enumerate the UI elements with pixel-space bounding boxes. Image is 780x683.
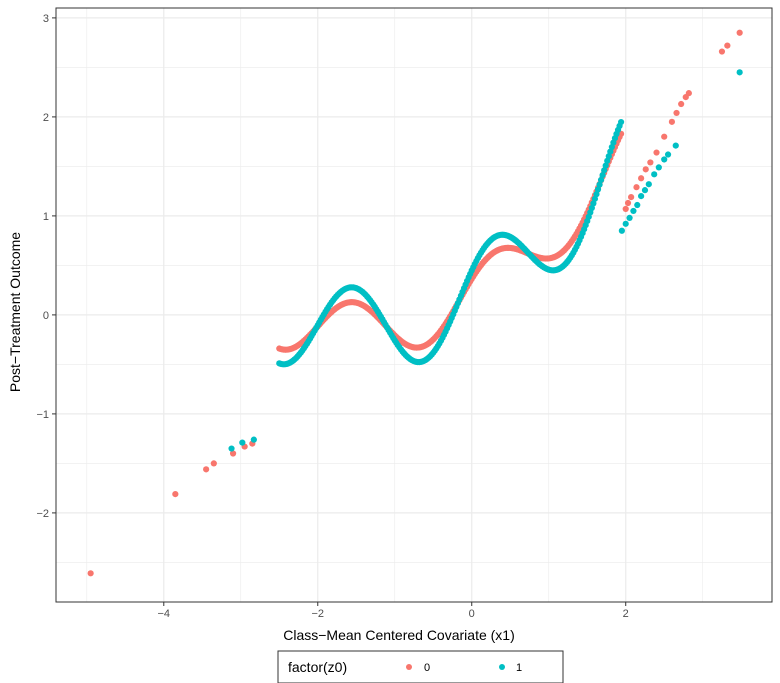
point-series-0 xyxy=(210,460,217,467)
point-series-1 xyxy=(593,191,600,198)
point-series-1 xyxy=(661,156,668,163)
x-axis-ticks: −4 −2 0 2 xyxy=(158,602,629,620)
point-series-0 xyxy=(668,118,676,125)
point-series-0 xyxy=(653,149,660,156)
y-axis-title: Post−Treatment Outcome xyxy=(7,232,23,392)
point-series-0 xyxy=(628,193,635,201)
point-series-1 xyxy=(250,436,257,443)
x-tick-label: 2 xyxy=(623,608,629,620)
point-series-1 xyxy=(655,164,662,171)
point-series-1 xyxy=(591,195,599,202)
point-series-1 xyxy=(602,162,609,169)
legend-box xyxy=(277,650,564,683)
point-series-1 xyxy=(664,151,672,158)
point-series-0 xyxy=(647,159,654,166)
point-series-1 xyxy=(641,187,649,194)
point-series-1 xyxy=(594,186,602,193)
series-1-points xyxy=(228,69,743,452)
plot-panel-border xyxy=(55,7,773,603)
y-tick-label: 3 xyxy=(43,13,49,25)
point-series-1 xyxy=(239,439,246,446)
point-series-1 xyxy=(651,171,658,178)
point-series-0 xyxy=(633,184,640,191)
point-series-1 xyxy=(638,193,645,200)
point-series-1 xyxy=(596,181,603,188)
minor-gridlines xyxy=(56,8,772,602)
legend: factor(z0) 0 1 xyxy=(277,650,564,683)
point-series-1 xyxy=(736,69,743,76)
y-axis-ticks: −2 −1 0 1 2 3 xyxy=(36,13,56,520)
point-series-0 xyxy=(87,570,94,577)
x-axis-title: Class−Mean Centered Covariate (x1) xyxy=(283,627,515,643)
point-series-1 xyxy=(604,157,611,164)
point-series-0 xyxy=(678,100,685,108)
point-series-0 xyxy=(661,133,668,140)
y-tick-label: −2 xyxy=(36,508,49,520)
point-series-1 xyxy=(622,220,629,227)
point-series-0 xyxy=(622,205,629,213)
legend-title: factor(z0) xyxy=(288,659,347,675)
point-series-1 xyxy=(597,176,605,183)
point-series-0 xyxy=(724,42,731,49)
point-series-0 xyxy=(172,490,179,498)
x-tick-label: −2 xyxy=(311,608,324,620)
point-series-1 xyxy=(599,171,606,179)
point-series-0 xyxy=(638,175,645,182)
point-series-1 xyxy=(672,142,679,149)
point-series-1 xyxy=(228,445,235,452)
point-series-0 xyxy=(736,29,743,36)
legend-key-0 xyxy=(406,664,412,670)
point-series-0 xyxy=(718,48,726,55)
major-gridlines xyxy=(56,8,772,602)
point-series-1 xyxy=(601,167,608,174)
point-series-1 xyxy=(630,207,637,215)
point-series-0 xyxy=(682,94,689,101)
point-series-0 xyxy=(624,199,632,207)
point-series-1 xyxy=(634,201,641,209)
point-series-1 xyxy=(645,181,652,188)
point-series-1 xyxy=(618,227,625,234)
x-tick-label: −4 xyxy=(158,608,171,620)
legend-label-1: 1 xyxy=(516,662,522,674)
y-tick-label: 1 xyxy=(43,211,49,223)
point-series-0 xyxy=(642,166,649,173)
legend-key-1 xyxy=(499,664,505,670)
point-series-0 xyxy=(203,466,210,473)
point-series-1 xyxy=(618,118,625,126)
y-tick-label: −1 xyxy=(36,409,49,421)
point-series-0 xyxy=(229,450,237,457)
point-series-1 xyxy=(626,214,633,221)
legend-label-0: 0 xyxy=(424,662,430,674)
y-tick-label: 2 xyxy=(43,112,49,124)
x-tick-label: 0 xyxy=(469,608,475,620)
point-series-0 xyxy=(673,109,680,117)
y-tick-label: 0 xyxy=(43,310,49,322)
